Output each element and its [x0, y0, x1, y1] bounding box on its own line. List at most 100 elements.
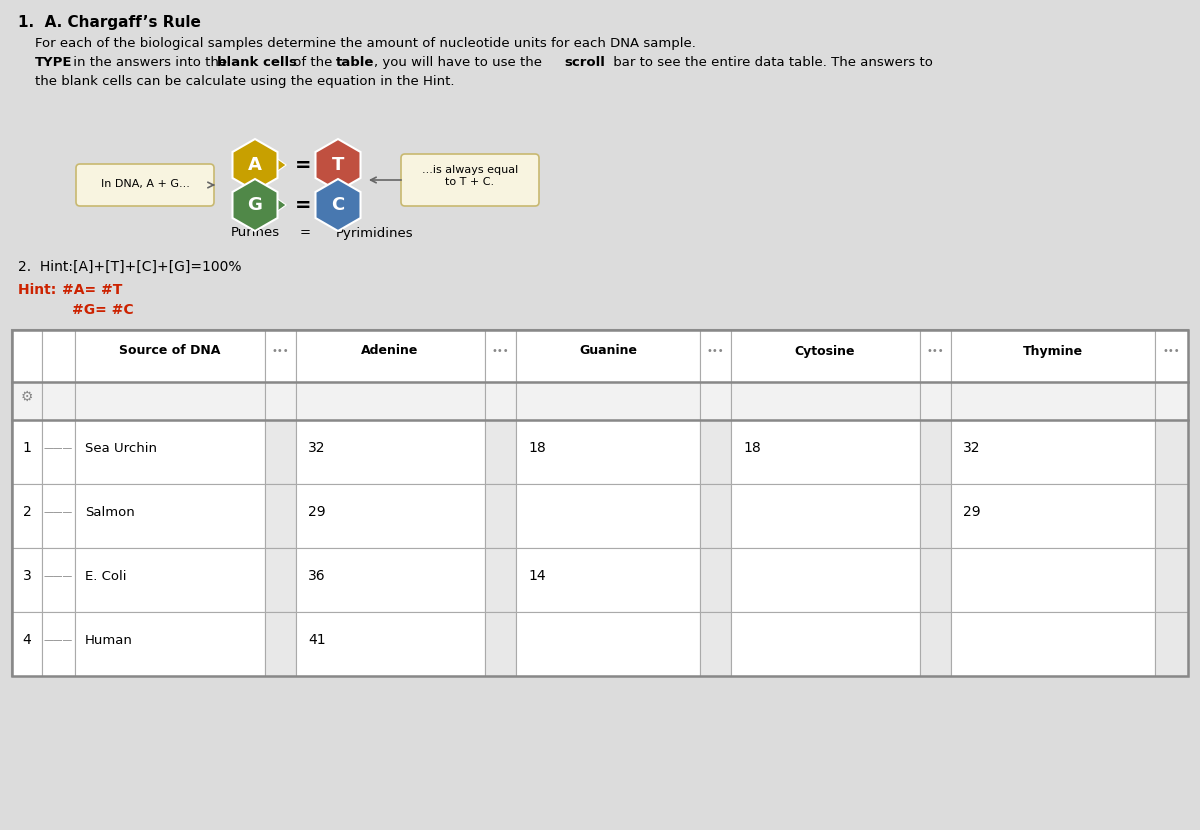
- Bar: [1154, 612, 1188, 676]
- Polygon shape: [268, 192, 287, 218]
- Text: •••: •••: [491, 346, 509, 356]
- Bar: [920, 548, 952, 612]
- Text: Guanine: Guanine: [580, 344, 637, 358]
- Bar: [42, 382, 74, 420]
- Bar: [700, 330, 731, 382]
- Bar: [12, 484, 42, 548]
- Bar: [296, 612, 485, 676]
- Text: •••: •••: [271, 346, 289, 356]
- Text: T: T: [332, 156, 344, 174]
- Bar: [12, 420, 42, 484]
- Bar: [265, 484, 296, 548]
- Text: In DNA, A + G...: In DNA, A + G...: [101, 179, 190, 189]
- Bar: [920, 382, 952, 420]
- Text: of the: of the: [289, 56, 337, 69]
- Bar: [74, 548, 265, 612]
- Bar: [952, 330, 1154, 382]
- Text: ...is always equal
to T + C.: ...is always equal to T + C.: [422, 165, 518, 187]
- Bar: [731, 420, 920, 484]
- Bar: [1154, 382, 1188, 420]
- Bar: [12, 612, 42, 676]
- Bar: [1154, 420, 1188, 484]
- Bar: [952, 612, 1154, 676]
- Bar: [265, 330, 296, 382]
- Bar: [485, 330, 516, 382]
- Bar: [74, 382, 265, 420]
- Text: 29: 29: [964, 505, 980, 519]
- Text: Salmon: Salmon: [85, 505, 134, 519]
- Text: =: =: [295, 155, 311, 174]
- Text: the blank cells can be calculate using the equation in the Hint.: the blank cells can be calculate using t…: [35, 75, 455, 88]
- Text: 18: 18: [528, 441, 546, 455]
- FancyBboxPatch shape: [401, 154, 539, 206]
- Text: 2.  Hint:[A]+[T]+[C]+[G]=100%: 2. Hint:[A]+[T]+[C]+[G]=100%: [18, 260, 241, 274]
- Text: in the answers into the: in the answers into the: [70, 56, 232, 69]
- Bar: [296, 420, 485, 484]
- Bar: [296, 330, 485, 382]
- Bar: [731, 330, 920, 382]
- Text: Hint:: Hint:: [18, 283, 61, 297]
- Text: , you will have to use the: , you will have to use the: [374, 56, 546, 69]
- Polygon shape: [268, 152, 287, 178]
- Text: G: G: [247, 196, 263, 214]
- Bar: [920, 484, 952, 548]
- Text: TYPE: TYPE: [35, 56, 72, 69]
- Text: Human: Human: [85, 633, 133, 647]
- Text: 18: 18: [743, 441, 761, 455]
- Text: ———: ———: [43, 507, 73, 517]
- Text: 14: 14: [528, 569, 546, 583]
- Bar: [42, 420, 74, 484]
- Bar: [42, 612, 74, 676]
- Bar: [12, 330, 1188, 676]
- Bar: [485, 420, 516, 484]
- Bar: [265, 612, 296, 676]
- Bar: [952, 420, 1154, 484]
- Bar: [700, 420, 731, 484]
- Polygon shape: [233, 179, 277, 231]
- Text: 4: 4: [23, 633, 31, 647]
- Text: •••: •••: [1162, 346, 1180, 356]
- Text: ⚙: ⚙: [20, 390, 34, 404]
- Polygon shape: [316, 139, 360, 191]
- Bar: [952, 484, 1154, 548]
- Bar: [12, 330, 1188, 676]
- Text: E. Coli: E. Coli: [85, 569, 126, 583]
- Text: #G= #C: #G= #C: [72, 303, 133, 317]
- Bar: [74, 420, 265, 484]
- Bar: [700, 382, 731, 420]
- Text: Sea Urchin: Sea Urchin: [85, 442, 157, 455]
- Bar: [74, 612, 265, 676]
- Bar: [731, 484, 920, 548]
- Text: scroll: scroll: [564, 56, 605, 69]
- Bar: [516, 484, 700, 548]
- Polygon shape: [233, 139, 277, 191]
- Text: ———: ———: [43, 571, 73, 581]
- Bar: [731, 382, 920, 420]
- Text: #A= #T: #A= #T: [62, 283, 122, 297]
- Polygon shape: [316, 179, 360, 231]
- Bar: [952, 382, 1154, 420]
- Bar: [12, 548, 42, 612]
- Text: •••: •••: [926, 346, 944, 356]
- Text: 32: 32: [308, 441, 325, 455]
- Text: bar to see the entire data table. The answers to: bar to see the entire data table. The an…: [610, 56, 932, 69]
- Text: Purines: Purines: [230, 227, 280, 240]
- Bar: [12, 330, 42, 382]
- Text: 3: 3: [23, 569, 31, 583]
- Bar: [485, 548, 516, 612]
- Text: A: A: [248, 156, 262, 174]
- Text: C: C: [331, 196, 344, 214]
- Bar: [1154, 330, 1188, 382]
- FancyBboxPatch shape: [76, 164, 214, 206]
- Text: =: =: [295, 196, 311, 214]
- Bar: [296, 382, 485, 420]
- Bar: [265, 382, 296, 420]
- Bar: [12, 382, 42, 420]
- Text: Cytosine: Cytosine: [794, 344, 856, 358]
- Text: Adenine: Adenine: [361, 344, 419, 358]
- Bar: [485, 484, 516, 548]
- Bar: [296, 484, 485, 548]
- Text: Thymine: Thymine: [1022, 344, 1084, 358]
- Text: 29: 29: [308, 505, 325, 519]
- Text: ———: ———: [43, 635, 73, 645]
